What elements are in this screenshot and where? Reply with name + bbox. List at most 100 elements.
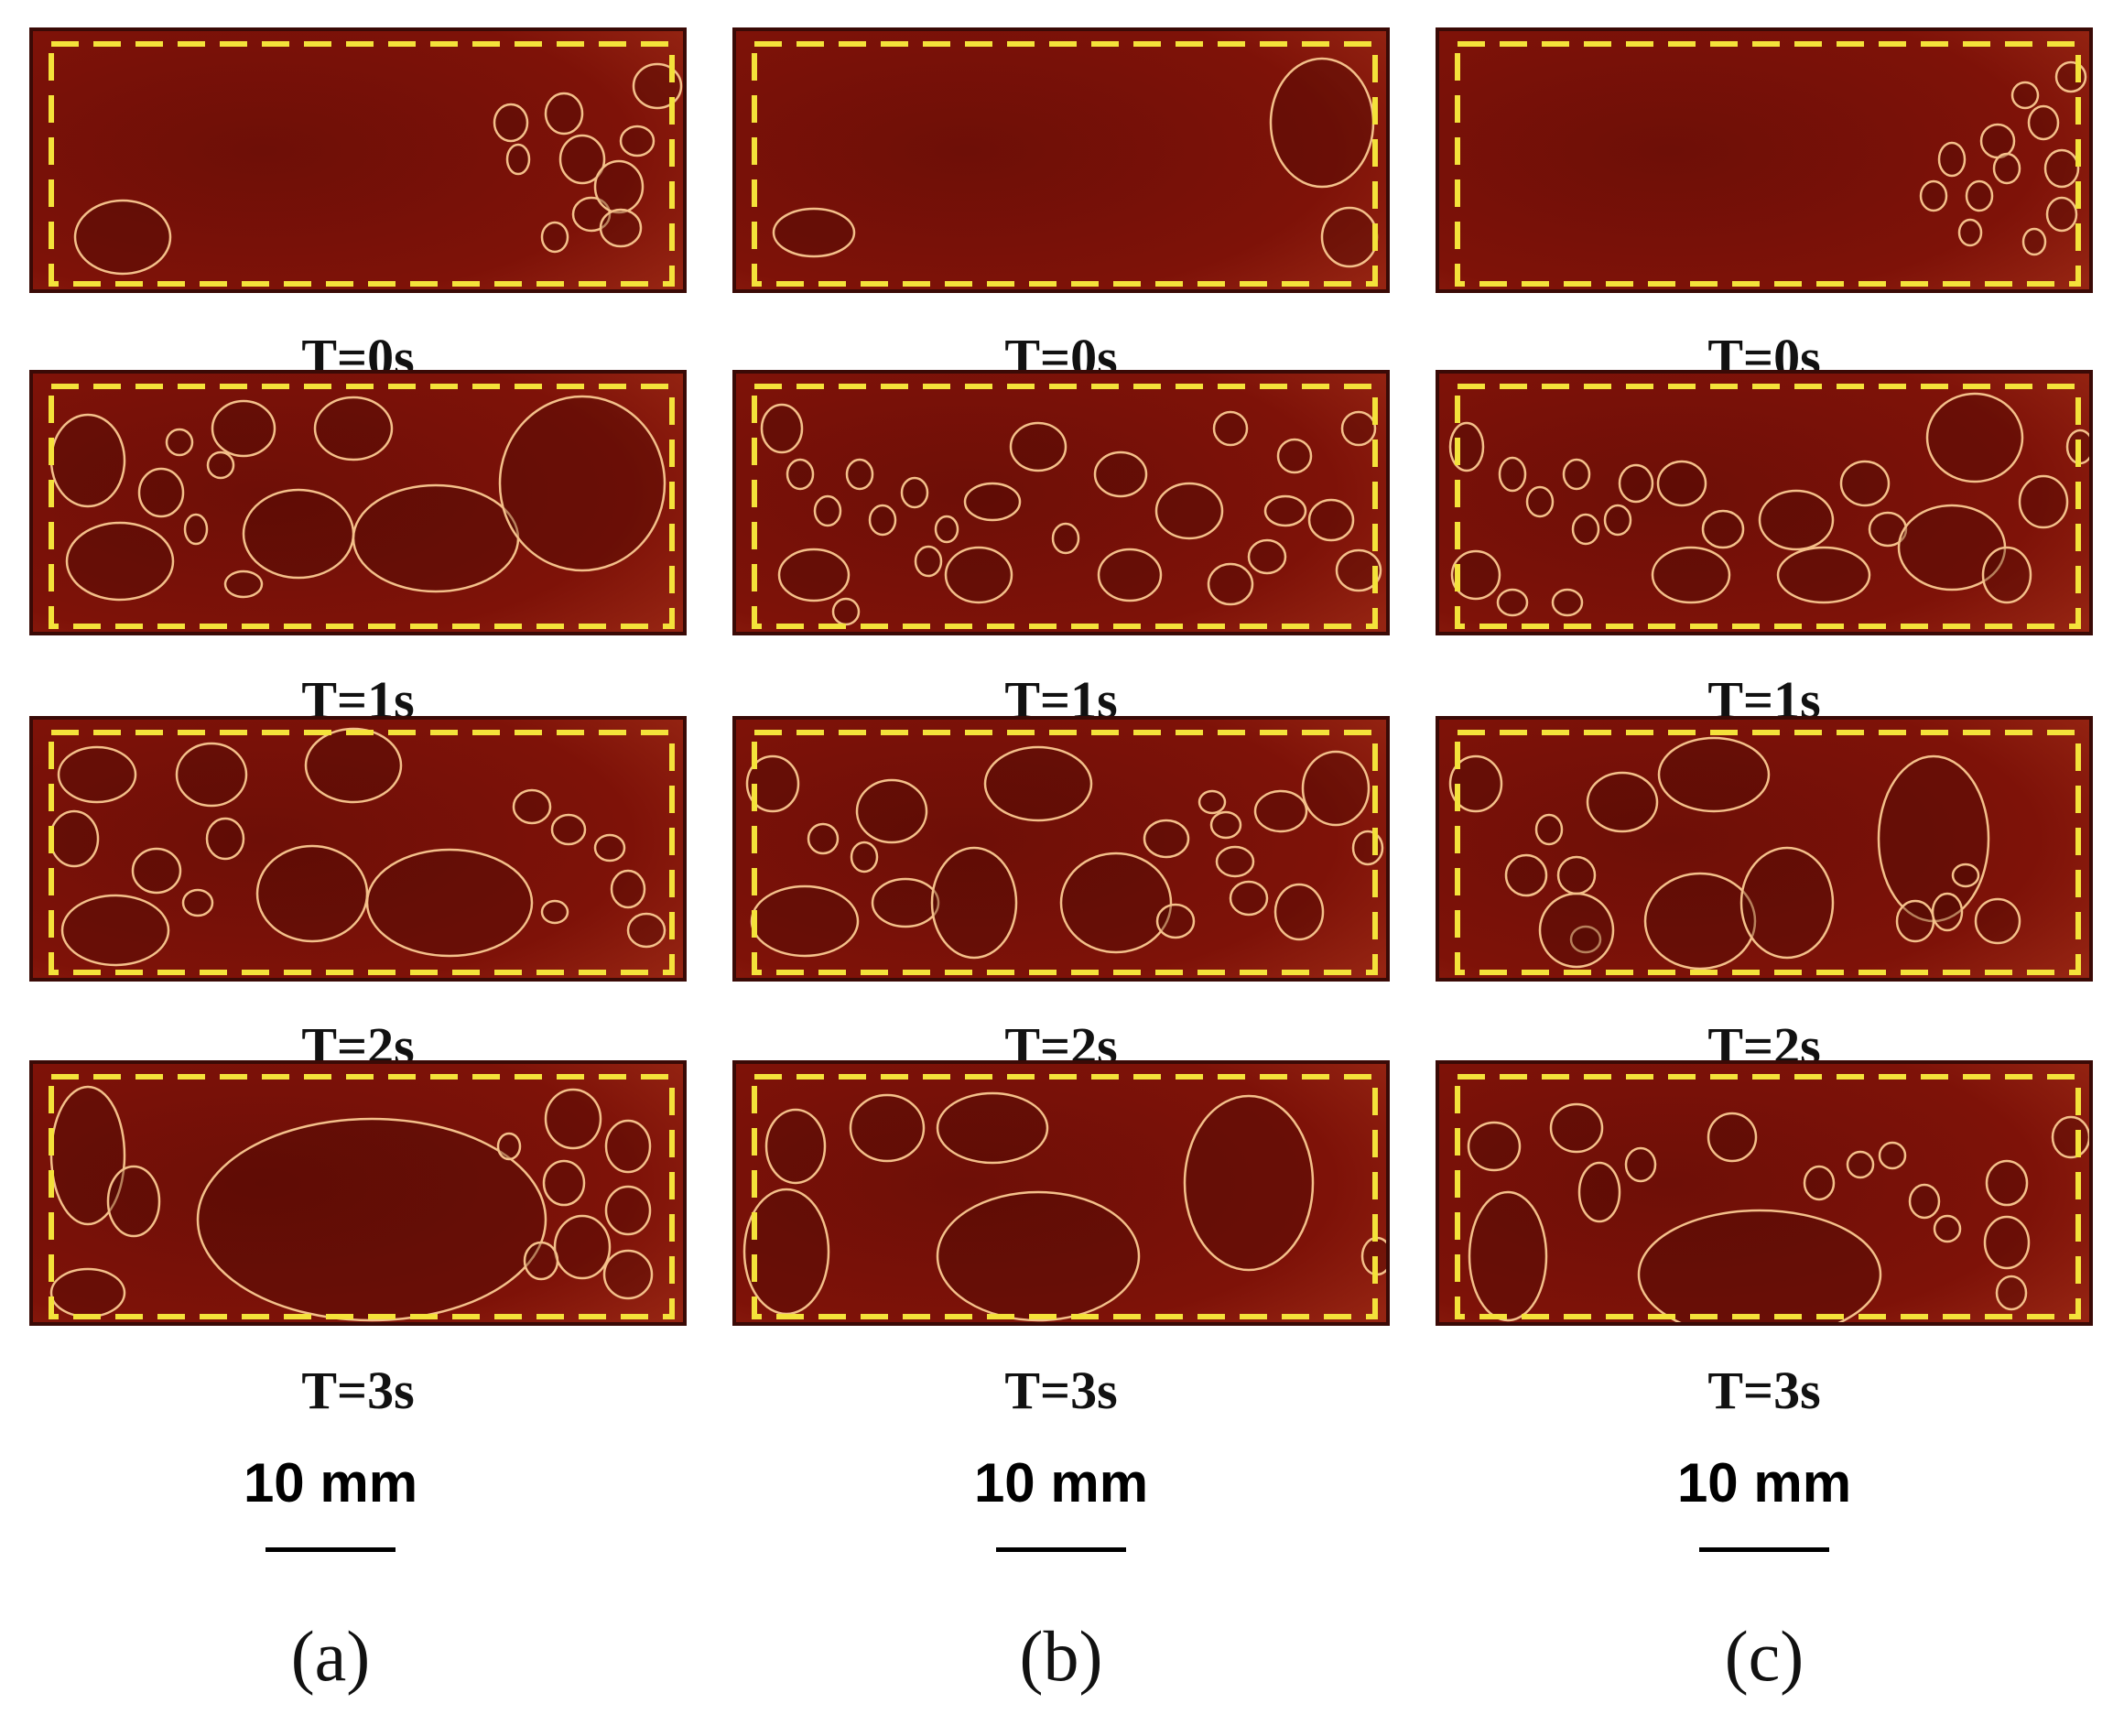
scale-bar xyxy=(1699,1547,1829,1552)
bubble-image-panel xyxy=(29,1060,687,1326)
bubble-outline xyxy=(1556,855,1597,895)
bubble-outline xyxy=(1093,450,1148,498)
dashed-region-frame xyxy=(49,1074,675,1319)
dashed-region-frame xyxy=(1455,730,2081,975)
dashed-region-frame xyxy=(752,41,1378,287)
bubble-outline xyxy=(2018,474,2069,529)
bubble-outline xyxy=(1569,925,1602,954)
bubble-outline xyxy=(498,395,666,572)
dashed-region-frame xyxy=(1455,1074,2081,1319)
bubble-outline xyxy=(760,403,804,454)
bubble-outline xyxy=(1974,897,2021,945)
bubble-outline xyxy=(1618,463,1654,504)
time-label: T=3s xyxy=(1004,1361,1118,1420)
bubble-outline xyxy=(1467,1121,1522,1172)
bubble-outline xyxy=(871,877,940,928)
bubble-outline xyxy=(1273,883,1325,941)
bubble-outline xyxy=(1351,830,1384,866)
bubble-outline xyxy=(544,92,584,136)
column-label: (a) xyxy=(290,1616,371,1696)
bubble-outline xyxy=(131,847,182,895)
bubble-outline xyxy=(1803,1165,1836,1201)
bubble-outline xyxy=(1549,1102,1604,1154)
bubble-outline xyxy=(255,844,369,943)
bubble-outline xyxy=(1937,141,1967,178)
bubble-outline xyxy=(807,822,840,855)
bubble-outline xyxy=(1992,152,2021,185)
fluid-background xyxy=(1439,374,2089,632)
dashed-region-frame xyxy=(752,384,1378,629)
dashed-region-frame xyxy=(752,1074,1378,1319)
fluid-background xyxy=(736,720,1386,978)
bubble-outline xyxy=(505,143,531,176)
dashed-region-frame xyxy=(752,730,1378,975)
bubble-outline xyxy=(1504,853,1548,897)
bubble-outline xyxy=(936,1190,1141,1322)
fluid-background xyxy=(33,720,683,978)
bubble-outline xyxy=(183,513,209,546)
bubble-image-panel xyxy=(732,716,1390,982)
bubble-outline xyxy=(850,841,879,873)
bubble-outline xyxy=(1657,736,1771,813)
bubble-outline xyxy=(1562,458,1591,491)
bubble-outline xyxy=(1877,754,1990,923)
bubble-outline xyxy=(544,1088,602,1150)
scale-bar xyxy=(266,1547,396,1552)
bubble-outline xyxy=(1247,538,1287,575)
fluid-background xyxy=(33,1064,683,1322)
bubble-outline xyxy=(365,848,534,958)
bubble-outline xyxy=(540,221,569,254)
bubble-outline xyxy=(1707,1112,1758,1163)
bubble-outline xyxy=(1212,410,1249,447)
bubble-outline xyxy=(1154,482,1224,540)
bubble-outline xyxy=(1739,846,1835,960)
bubble-outline xyxy=(813,494,842,527)
bubble-outline xyxy=(1981,546,2032,604)
scale-bar-label: 10 mm xyxy=(1676,1452,1852,1514)
bubble-outline xyxy=(831,597,861,626)
bubble-outline xyxy=(1269,57,1375,189)
bubble-outline xyxy=(626,912,666,949)
bubble-outline xyxy=(1656,460,1707,507)
bubble-outline xyxy=(1979,123,2016,159)
bubble-outline xyxy=(137,467,185,518)
bubble-image-panel xyxy=(29,27,687,293)
bubble-outline xyxy=(930,846,1018,960)
bubble-outline xyxy=(772,207,856,258)
bubble-outline xyxy=(1895,899,1935,943)
bubble-outline xyxy=(1965,179,1994,212)
bubble-outline xyxy=(1468,1190,1548,1322)
bubble-outline xyxy=(1229,880,1269,917)
bubble-outline xyxy=(1450,549,1501,601)
bubble-outline xyxy=(106,1165,161,1238)
bubble-image-panel xyxy=(29,716,687,982)
bubble-image-panel xyxy=(1436,716,2093,982)
dashed-region-frame xyxy=(49,384,675,629)
bubble-outline xyxy=(1925,392,2024,483)
bubble-outline xyxy=(1577,1161,1621,1223)
bubble-outline xyxy=(496,1132,522,1161)
bubble-image-panel xyxy=(1436,1060,2093,1326)
bubble-outline xyxy=(963,482,1022,522)
bubble-outline xyxy=(512,788,552,825)
bubble-outline xyxy=(49,1267,126,1318)
bubble-outline xyxy=(1538,892,1615,969)
bubble-image-panel xyxy=(1436,27,2093,293)
bubble-outline xyxy=(745,754,800,813)
dashed-region-frame xyxy=(1455,384,2081,629)
bubble-outline xyxy=(1253,789,1308,833)
bubble-outline xyxy=(1951,863,1980,888)
bubble-image-panel xyxy=(29,370,687,635)
bubble-image-panel xyxy=(732,1060,1390,1326)
bubble-outline xyxy=(1143,819,1190,859)
bubble-outline xyxy=(983,745,1093,822)
fluid-background xyxy=(1439,1064,2089,1322)
bubble-outline xyxy=(604,1119,652,1174)
bubble-image-panel xyxy=(732,27,1390,293)
column-label: (b) xyxy=(1019,1616,1103,1696)
time-label: T=3s xyxy=(1707,1361,1821,1420)
bubble-outline xyxy=(2054,60,2087,93)
bubble-outline xyxy=(1155,903,1196,939)
bubble-outline xyxy=(1919,179,1948,212)
bubble-outline xyxy=(1776,546,1871,604)
